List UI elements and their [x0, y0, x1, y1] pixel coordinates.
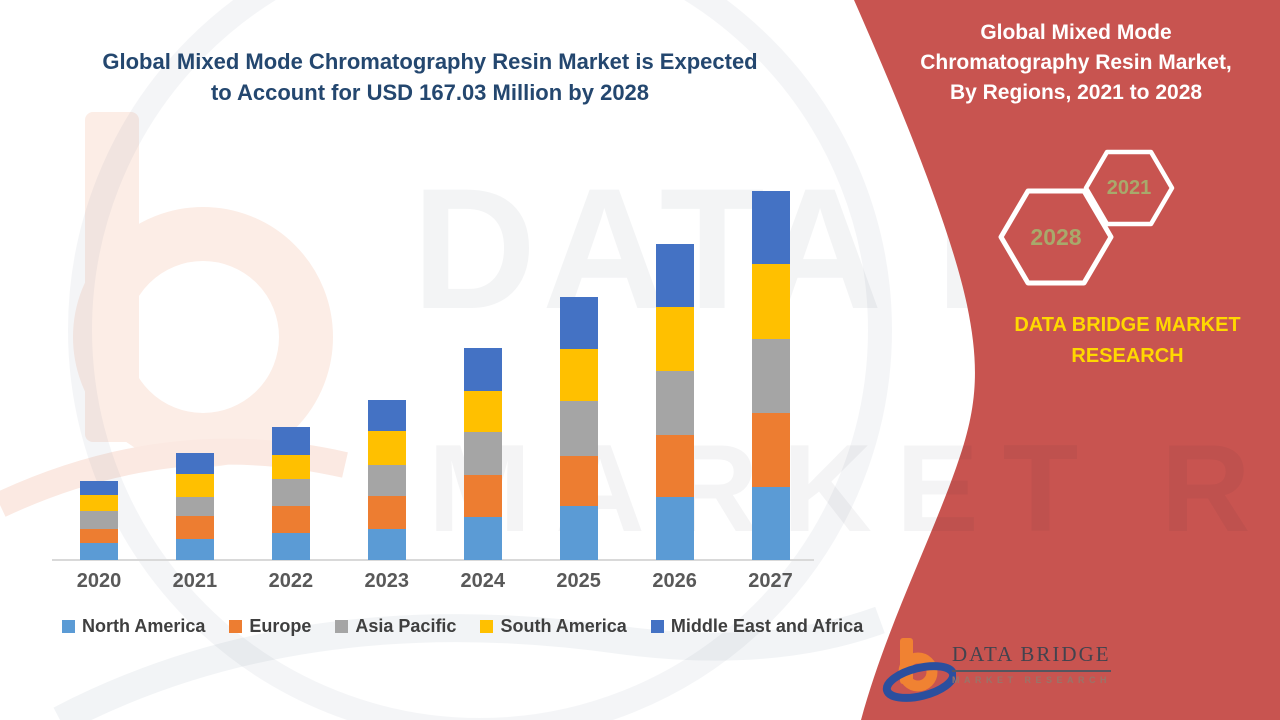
red-panel-shape: [854, 0, 1280, 720]
side-panel-title-line2: Chromatography Resin Market,: [920, 51, 1232, 74]
faint-arc-icon: [53, 606, 885, 720]
legend-color-chip-icon: [62, 620, 75, 633]
logo-wordmark: DATA BRIDGE: [952, 642, 1111, 672]
legend-label: Middle East and Africa: [670, 616, 864, 636]
hexagon-back-icon: [998, 188, 1114, 286]
legend-item-europe: Europe: [229, 616, 311, 637]
logo-tagline: MARKET RESEARCH: [952, 675, 1112, 685]
legend-item-middle-east-and-africa: Middle East and Africa: [650, 616, 864, 637]
brand-text-line1: DATA BRIDGE MARKET: [1014, 314, 1241, 336]
databridge-logo-text: DATA BRIDGE MARKET RESEARCH: [952, 642, 1111, 685]
legend-item-south-america: South America: [480, 616, 627, 637]
side-panel-title: Global Mixed Mode Chromatography Resin M…: [880, 18, 1272, 108]
page-title-line2: to Account for USD 167.03 Million by 202…: [210, 80, 650, 105]
legend-color-chip-icon: [650, 620, 664, 633]
hexagon-year-2028: 2028: [1030, 224, 1082, 250]
page-title: Global Mixed Mode Chromatography Resin M…: [30, 46, 830, 108]
legend-item-asia-pacific: Asia Pacific: [335, 616, 456, 637]
legend-label: North America: [82, 616, 206, 636]
hexagon-front-icon: [1083, 149, 1175, 227]
side-panel-title-line1: Global Mixed Mode: [980, 21, 1172, 44]
side-panel-title-line3: By Regions, 2021 to 2028: [949, 81, 1203, 104]
legend-item-north-america: North America: [62, 616, 205, 637]
brand-text-line2: RESEARCH: [1071, 345, 1184, 367]
legend-color-chip-icon: [229, 620, 243, 633]
faint-ring-icon: [68, 0, 892, 720]
legend-color-chip-icon: [335, 620, 349, 633]
x-axis-line: [52, 559, 814, 561]
page-title-line1: Global Mixed Mode Chromatography Resin M…: [102, 49, 758, 74]
databridge-logo-icon: [882, 638, 956, 702]
chart-legend: North America Europe Asia Pacific South Ame…: [62, 616, 863, 637]
legend-label: South America: [500, 616, 627, 636]
legend-label: Europe: [249, 616, 312, 636]
hexagon-year-2021: 2021: [1106, 177, 1152, 199]
legend-label: Asia Pacific: [355, 616, 457, 636]
legend-color-chip-icon: [480, 620, 494, 633]
brand-text: DATA BRIDGE MARKET RESEARCH: [975, 310, 1280, 372]
